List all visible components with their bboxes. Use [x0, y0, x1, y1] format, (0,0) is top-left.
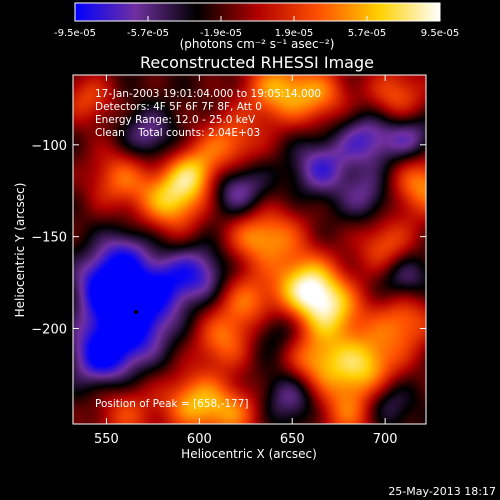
y-tick-label: −150 [31, 231, 67, 246]
x-tick-label: 700 [373, 432, 398, 447]
info-time-range: 17-Jan-2003 19:01:04.000 to 19:05:14.000 [95, 88, 321, 100]
y-axis: −100 −150 −200 [31, 139, 426, 337]
x-tick-label: 550 [94, 432, 119, 447]
y-tick-label: −200 [31, 322, 67, 337]
colorbar-tick-label: -1.9e-05 [200, 28, 242, 39]
colorbar-tick-label: -5.7e-05 [127, 28, 169, 39]
info-energy-range: Energy Range: 12.0 - 25.0 keV [95, 114, 256, 126]
x-tick-label: 600 [187, 432, 212, 447]
colorbar-tick-label: 5.7e-05 [348, 28, 386, 39]
colorbar-tick-label: 9.5e-05 [421, 28, 459, 39]
info-detectors: Detectors: 4F 5F 6F 7F 8F, Att 0 [95, 101, 262, 113]
colorbar-tick-label: 1.9e-05 [275, 28, 313, 39]
x-axis: 550 600 650 700 [94, 75, 398, 447]
colorbar-unit-label: (photons cm⁻² s⁻¹ asec⁻²) [180, 37, 335, 51]
x-axis-label: Heliocentric X (arcsec) [181, 447, 317, 461]
colorbar: -9.5e-05 -5.7e-05 -1.9e-05 1.9e-05 5.7e-05 9.… [54, 2, 459, 51]
heatmap-image [73, 75, 426, 424]
colorbar-gradient [74, 2, 441, 22]
plot-frame [72, 74, 427, 425]
colorbar-tick-label: -9.5e-05 [54, 28, 96, 39]
plot-area: 17-Jan-2003 19:01:04.000 to 19:05:14.000… [72, 74, 427, 425]
x-tick-label: 650 [280, 432, 305, 447]
info-clean-counts: Clean Total counts: 2.04E+03 [95, 127, 260, 139]
colorbar-ticks: -9.5e-05 -5.7e-05 -1.9e-05 1.9e-05 5.7e-05 9.… [54, 16, 459, 39]
peak-marker [134, 309, 139, 314]
y-tick-label: −100 [31, 139, 67, 154]
chart-title: Reconstructed RHESSI Image [140, 53, 374, 72]
footer-timestamp: 25-May-2013 18:17 [388, 485, 496, 498]
peak-position-text: Position of Peak = [658,-177] [95, 398, 249, 410]
y-axis-label: Heliocentric Y (arcsec) [13, 183, 27, 318]
